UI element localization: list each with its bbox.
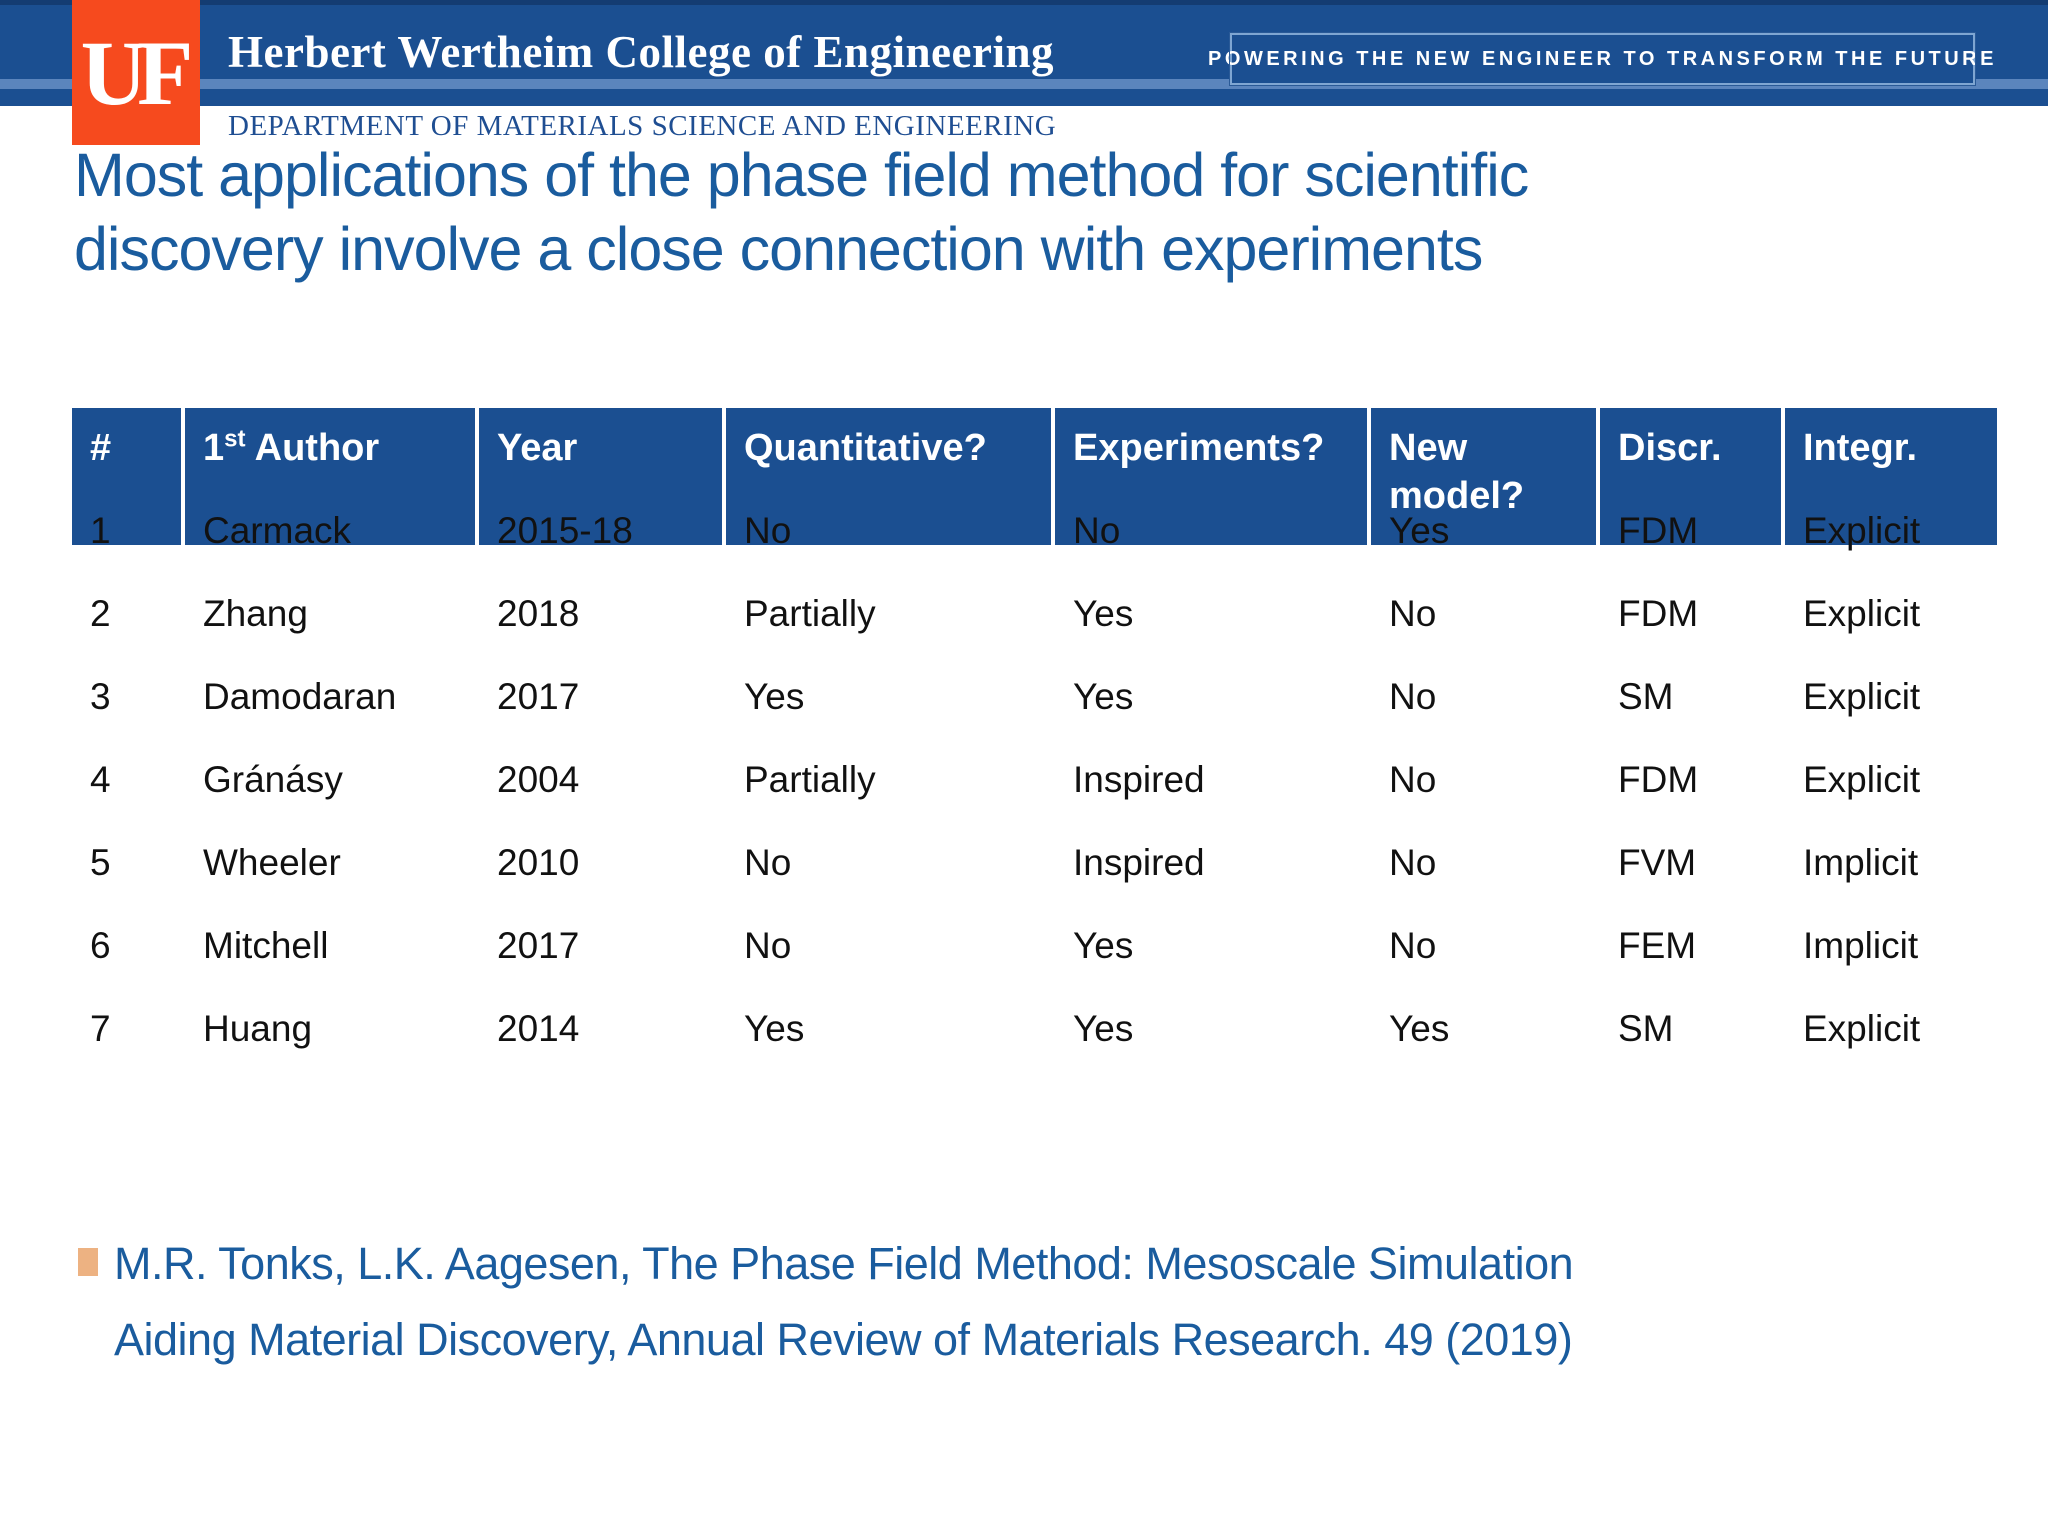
table-cell-quantitative: No bbox=[744, 925, 792, 966]
table-cell-discr: SM bbox=[1618, 676, 1674, 717]
tagline-text: POWERING THE NEW ENGINEER TO TRANSFORM T… bbox=[1208, 47, 1997, 70]
table-cell-experiments: Inspired bbox=[1073, 842, 1205, 883]
table-cell-quantitative: Yes bbox=[744, 676, 805, 717]
tagline-box: POWERING THE NEW ENGINEER TO TRANSFORM T… bbox=[1208, 32, 1993, 86]
table-cell-integr: Explicit bbox=[1803, 676, 1921, 717]
table-cell-quantitative: Yes bbox=[744, 1008, 805, 1049]
table-cell-num: 5 bbox=[90, 842, 111, 883]
table-cell-new_model: Yes bbox=[1389, 510, 1450, 551]
slide-title-line1: Most applications of the phase field met… bbox=[74, 141, 1529, 209]
citation-bullet bbox=[78, 1248, 98, 1276]
table-cell-quantitative: No bbox=[744, 842, 792, 883]
table-cell-year: 2015-18 bbox=[497, 510, 633, 551]
table-cell-num: 2 bbox=[90, 593, 111, 634]
table-cell-experiments: Yes bbox=[1073, 593, 1134, 634]
table-cell-author: Wheeler bbox=[203, 842, 341, 883]
table-cell-discr: FEM bbox=[1618, 925, 1697, 966]
table-cell-author: Mitchell bbox=[203, 925, 329, 966]
citation: M.R. Tonks, L.K. Aagesen, The Phase Fiel… bbox=[114, 1226, 1964, 1378]
uf-logo-text: UF bbox=[80, 21, 194, 124]
column-header-1: 1st Author bbox=[185, 408, 475, 545]
table-cell-discr: FDM bbox=[1618, 593, 1699, 634]
column-header-7: Integr. bbox=[1785, 408, 1997, 545]
table-cell-new_model: No bbox=[1389, 676, 1437, 717]
table-cell-year: 2017 bbox=[497, 676, 580, 717]
table-cell-quantitative: Partially bbox=[744, 593, 876, 634]
table-cell-num: 6 bbox=[90, 925, 111, 966]
table-cell-num: 1 bbox=[90, 510, 111, 551]
table-cell-new_model: No bbox=[1389, 759, 1437, 800]
table-cell-num: 3 bbox=[90, 676, 111, 717]
column-header-4: Experiments? bbox=[1055, 408, 1367, 545]
table-cell-author: Huang bbox=[203, 1008, 313, 1049]
slide-title: Most applications of the phase field met… bbox=[74, 138, 2024, 286]
column-header-0: # bbox=[72, 408, 181, 545]
slide-title-line2: discovery involve a close connection wit… bbox=[74, 215, 1483, 283]
table-cell-discr: FVM bbox=[1618, 842, 1697, 883]
table-cell-new_model: No bbox=[1389, 925, 1437, 966]
table-cell-new_model: No bbox=[1389, 842, 1437, 883]
college-name: Herbert Wertheim College of Engineering bbox=[228, 27, 1054, 77]
table-cell-discr: FDM bbox=[1618, 510, 1699, 551]
column-header-6: Discr. bbox=[1600, 408, 1781, 545]
header-stripe bbox=[0, 79, 2048, 89]
table-cell-year: 2018 bbox=[497, 593, 580, 634]
table-cell-year: 2004 bbox=[497, 759, 580, 800]
table-cell-discr: SM bbox=[1618, 1008, 1674, 1049]
table-cell-author: Gránásy bbox=[203, 759, 343, 800]
table-cell-num: 4 bbox=[90, 759, 111, 800]
table-cell-num: 7 bbox=[90, 1008, 111, 1049]
table-cell-integr: Explicit bbox=[1803, 593, 1921, 634]
table-cell-new_model: Yes bbox=[1389, 1008, 1450, 1049]
table-cell-integr: Implicit bbox=[1803, 925, 1919, 966]
table-cell-author: Zhang bbox=[203, 593, 308, 634]
department-name: DEPARTMENT OF MATERIALS SCIENCE AND ENGI… bbox=[228, 110, 1057, 142]
table-cell-discr: FDM bbox=[1618, 759, 1699, 800]
table-cell-quantitative: No bbox=[744, 510, 792, 551]
uf-logo: UF bbox=[72, 0, 200, 145]
column-header-5: New model? bbox=[1371, 408, 1596, 545]
table-cell-experiments: Inspired bbox=[1073, 759, 1205, 800]
table-cell-new_model: No bbox=[1389, 593, 1437, 634]
table-cell-experiments: Yes bbox=[1073, 925, 1134, 966]
table-cell-integr: Explicit bbox=[1803, 759, 1921, 800]
table-cell-integr: Explicit bbox=[1803, 1008, 1921, 1049]
table-cell-year: 2014 bbox=[497, 1008, 580, 1049]
table-cell-author: Damodaran bbox=[203, 676, 397, 717]
table-cell-quantitative: Partially bbox=[744, 759, 876, 800]
table-cell-year: 2010 bbox=[497, 842, 580, 883]
column-header-3: Quantitative? bbox=[726, 408, 1051, 545]
table-cell-experiments: No bbox=[1073, 510, 1121, 551]
table-cell-experiments: Yes bbox=[1073, 676, 1134, 717]
table-cell-integr: Implicit bbox=[1803, 842, 1919, 883]
literature-table: #1st Author Year Quantitative? Experiments?… bbox=[72, 408, 1997, 1069]
table-cell-experiments: Yes bbox=[1073, 1008, 1134, 1049]
column-header-2: Year bbox=[479, 408, 722, 545]
table-cell-integr: Explicit bbox=[1803, 510, 1921, 551]
table-cell-author: Carmack bbox=[203, 510, 352, 551]
citation-line2: Aiding Material Discovery, Annual Review… bbox=[114, 1314, 1573, 1365]
table-cell-year: 2017 bbox=[497, 925, 580, 966]
citation-line1: M.R. Tonks, L.K. Aagesen, The Phase Fiel… bbox=[114, 1238, 1574, 1289]
